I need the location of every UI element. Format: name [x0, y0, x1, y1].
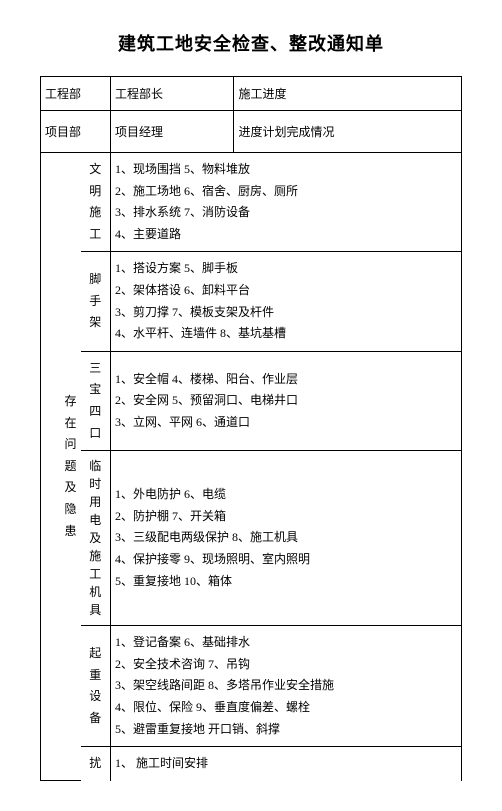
header-cell: 进度计划完成情况 [234, 111, 462, 153]
main-label: 存在问题及隐患 [61, 153, 81, 781]
page-title: 建筑工地安全检查、整改通知单 [40, 30, 462, 56]
section-label: 扰 [81, 747, 111, 781]
header-cell: 施工进度 [234, 77, 462, 111]
header-cell: 工程部长 [111, 77, 234, 111]
inspection-table: 工程部 工程部长 施工进度 项目部 项目经理 进度计划完成情况 存在问题及隐患 … [40, 76, 462, 781]
section-items: 1、 施工时间安排 [111, 747, 462, 781]
section-items: 1、外电防护 6、电缆 2、防护棚 7、开关箱 3、三级配电两级保护 8、施工机… [111, 451, 462, 626]
header-cell: 工程部 [41, 77, 111, 111]
section-label: 文明施工 [81, 153, 111, 252]
section-label: 临时用电及施工机具 [81, 451, 111, 626]
header-cell: 项目部 [41, 111, 111, 153]
section-items: 1、登记备案 6、基础排水 2、安全技术咨询 7、吊钩 3、架空线路间距 8、多… [111, 626, 462, 747]
section-label: 起重设备 [81, 626, 111, 747]
section-items: 1、搭设方案 5、脚手板 2、架体搭设 6、卸料平台 3、剪刀撑 7、模板支架及… [111, 252, 462, 351]
spacer-cell [41, 153, 61, 781]
section-items: 1、现场围挡 5、物料堆放 2、施工场地 6、宿舍、厨房、厕所 3、排水系统 7… [111, 153, 462, 252]
section-items: 1、安全帽 4、楼梯、阳台、作业层 2、安全网 5、预留洞口、电梯井口 3、立网… [111, 351, 462, 450]
section-label: 脚手架 [81, 252, 111, 351]
section-label: 三宝四口 [81, 351, 111, 450]
header-cell: 项目经理 [111, 111, 234, 153]
